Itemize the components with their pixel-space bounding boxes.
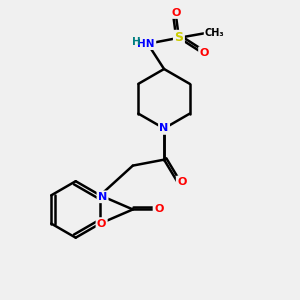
Text: O: O <box>154 204 164 214</box>
Text: HN: HN <box>137 39 155 49</box>
Text: O: O <box>171 8 181 17</box>
Text: O: O <box>177 177 187 187</box>
Text: O: O <box>200 48 209 58</box>
Text: CH₃: CH₃ <box>205 28 224 38</box>
Text: N: N <box>98 192 107 202</box>
Text: H: H <box>132 37 141 47</box>
Text: S: S <box>174 31 183 44</box>
Text: N: N <box>159 124 169 134</box>
Text: O: O <box>97 219 106 229</box>
